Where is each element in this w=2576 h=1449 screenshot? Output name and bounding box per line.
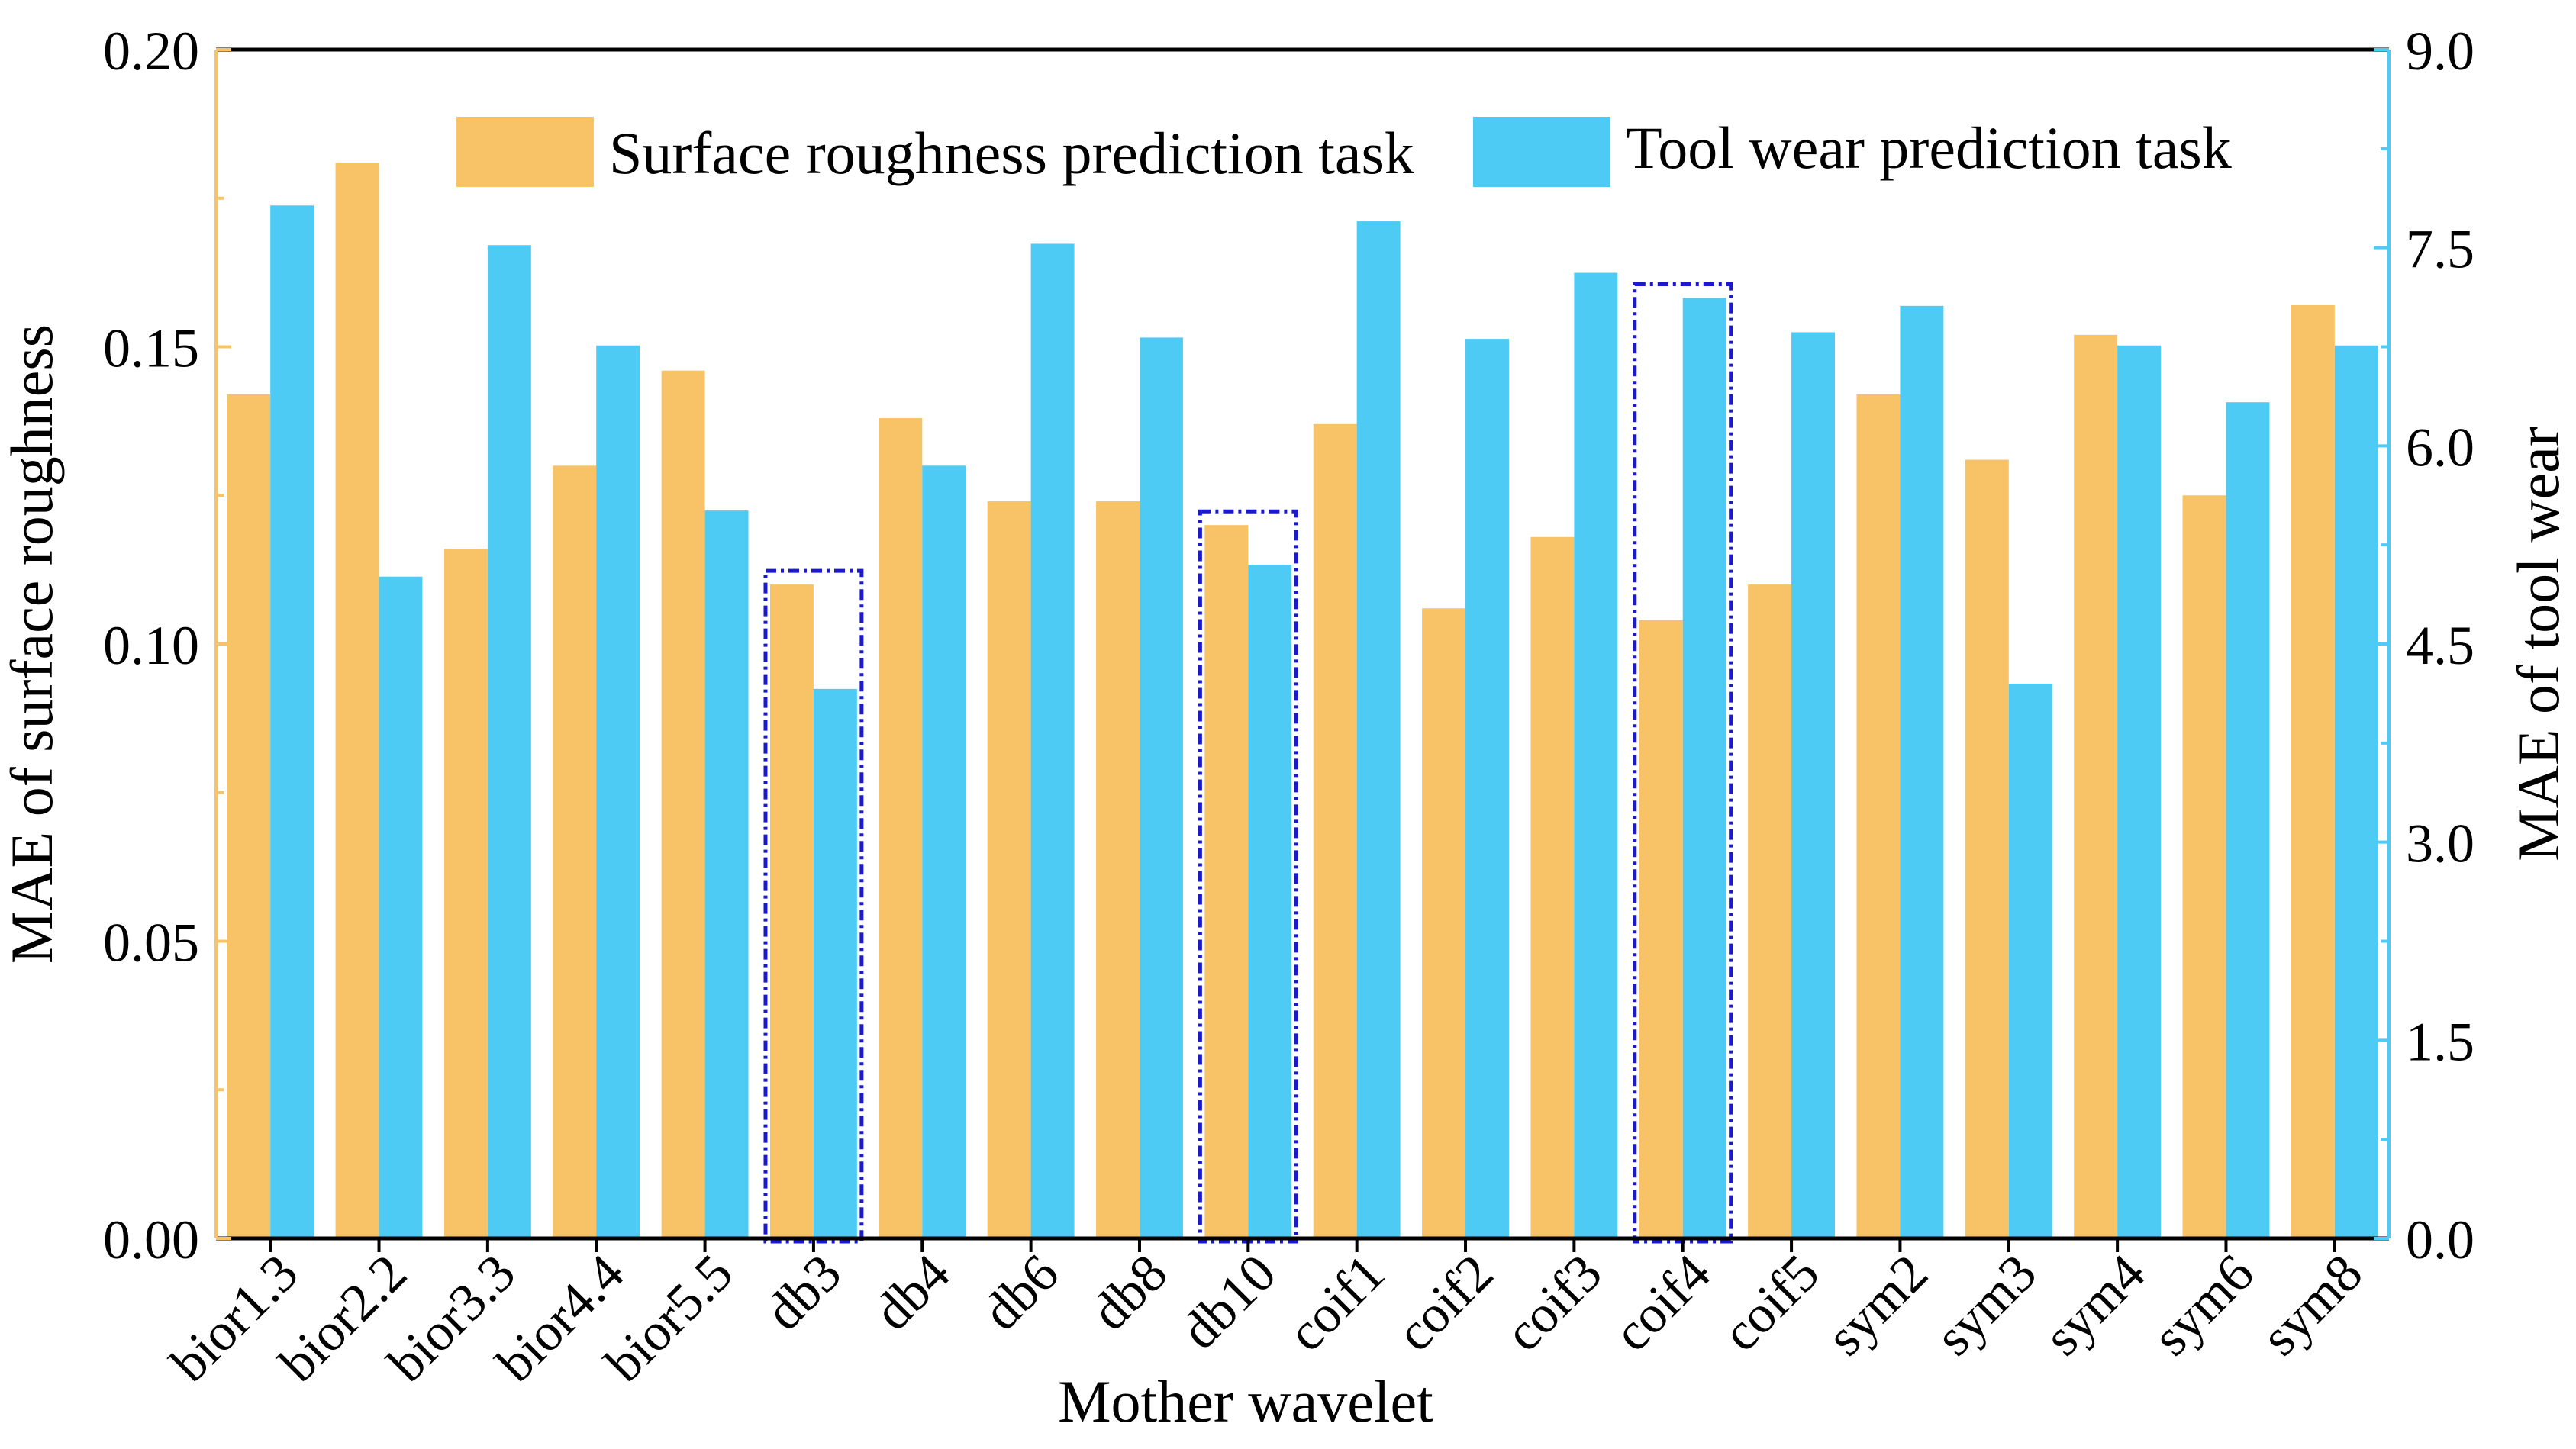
bar-tool-wear-bior3.3 bbox=[487, 245, 531, 1238]
bar-tool-wear-db10 bbox=[1248, 565, 1292, 1238]
right-tick-label: 6.0 bbox=[2406, 417, 2474, 478]
legend-label-surface-roughness: Surface roughness prediction task bbox=[609, 120, 1414, 186]
bar-surface-roughness-coif5 bbox=[1748, 584, 1792, 1238]
right-tick-label: 0.0 bbox=[2406, 1209, 2474, 1270]
bar-surface-roughness-db4 bbox=[879, 417, 923, 1238]
left-tick-label: 0.20 bbox=[103, 21, 199, 82]
x-tick-label-db6: db6 bbox=[972, 1244, 1070, 1342]
left-tick-label: 0.10 bbox=[103, 615, 199, 676]
bar-series bbox=[227, 163, 2378, 1239]
bar-surface-roughness-bior1.3 bbox=[227, 394, 271, 1238]
x-tick-label-coif2: coif2 bbox=[1385, 1244, 1504, 1363]
bar-tool-wear-coif2 bbox=[1465, 339, 1509, 1239]
right-tick-label: 9.0 bbox=[2406, 21, 2474, 82]
x-tick-label-db4: db4 bbox=[863, 1244, 962, 1342]
y-axis-left-title: MAE of surface roughness bbox=[0, 324, 65, 964]
bar-surface-roughness-coif3 bbox=[1530, 536, 1575, 1238]
bar-surface-roughness-db3 bbox=[769, 584, 814, 1238]
bar-surface-roughness-sym3 bbox=[1965, 459, 2009, 1238]
bar-surface-roughness-sym4 bbox=[2074, 334, 2118, 1238]
x-tick-label-sym4: sym4 bbox=[2033, 1244, 2157, 1367]
bar-surface-roughness-db8 bbox=[1096, 501, 1140, 1238]
x-tick-label-sym2: sym2 bbox=[1816, 1244, 1939, 1367]
bar-tool-wear-sym6 bbox=[2226, 402, 2270, 1238]
right-tick-label: 3.0 bbox=[2406, 813, 2474, 874]
bar-tool-wear-sym4 bbox=[2117, 345, 2162, 1238]
x-tick-label-db3: db3 bbox=[755, 1244, 853, 1342]
bar-surface-roughness-bior4.4 bbox=[553, 465, 597, 1238]
right-axis-ticks: 0.0 1.5 3.0 4.5 6.0 7.5 9.0 bbox=[2374, 21, 2474, 1270]
x-tick-label-sym3: sym3 bbox=[1924, 1244, 2048, 1367]
bar-surface-roughness-bior2.2 bbox=[335, 163, 379, 1238]
legend: Surface roughness prediction task Tool w… bbox=[456, 114, 2232, 187]
left-tick-label: 0.05 bbox=[103, 913, 199, 974]
bar-tool-wear-coif5 bbox=[1791, 332, 1836, 1238]
bar-tool-wear-db3 bbox=[813, 688, 857, 1238]
bar-tool-wear-db8 bbox=[1139, 337, 1183, 1239]
x-tick-label-sym6: sym6 bbox=[2142, 1244, 2265, 1367]
left-tick-label: 0.00 bbox=[103, 1209, 199, 1270]
bar-surface-roughness-db10 bbox=[1204, 525, 1249, 1238]
bar-tool-wear-bior1.3 bbox=[270, 205, 314, 1238]
bar-surface-roughness-sym8 bbox=[2291, 304, 2335, 1239]
x-tick-label-coif5: coif5 bbox=[1711, 1244, 1830, 1363]
legend-swatch-surface-roughness bbox=[456, 117, 594, 187]
bar-surface-roughness-sym2 bbox=[1856, 394, 1901, 1238]
bar-tool-wear-coif3 bbox=[1574, 272, 1618, 1239]
bar-tool-wear-bior5.5 bbox=[704, 510, 749, 1238]
bar-tool-wear-sym2 bbox=[1900, 305, 1944, 1238]
bar-tool-wear-bior4.4 bbox=[596, 345, 640, 1238]
x-tick-label-coif4: coif4 bbox=[1603, 1244, 1722, 1363]
y-axis-right-title: MAE of tool wear bbox=[2505, 427, 2571, 861]
x-tick-label-db10: db10 bbox=[1170, 1244, 1287, 1360]
bar-surface-roughness-bior3.3 bbox=[443, 549, 488, 1238]
legend-swatch-tool-wear bbox=[1473, 117, 1610, 187]
bar-surface-roughness-coif2 bbox=[1422, 608, 1466, 1238]
x-tick-label-sym8: sym8 bbox=[2250, 1244, 2374, 1367]
bar-surface-roughness-sym6 bbox=[2182, 495, 2226, 1238]
bar-tool-wear-db6 bbox=[1030, 243, 1075, 1238]
bar-tool-wear-coif4 bbox=[1682, 298, 1726, 1239]
legend-label-tool-wear: Tool wear prediction task bbox=[1626, 114, 2232, 181]
right-tick-label: 7.5 bbox=[2406, 219, 2474, 280]
x-tick-label-coif1: coif1 bbox=[1277, 1244, 1396, 1363]
bar-surface-roughness-bior5.5 bbox=[661, 370, 705, 1238]
left-tick-label: 0.15 bbox=[103, 318, 199, 379]
bar-tool-wear-bior2.2 bbox=[379, 576, 423, 1238]
highlight-box-db3 bbox=[763, 568, 864, 1244]
bar-tool-wear-db4 bbox=[922, 465, 966, 1238]
right-tick-label: 4.5 bbox=[2406, 615, 2474, 676]
left-axis-ticks: 0.00 0.05 0.10 0.15 0.20 bbox=[103, 21, 231, 1270]
bar-surface-roughness-coif4 bbox=[1639, 620, 1683, 1238]
bar-surface-roughness-db6 bbox=[987, 501, 1031, 1238]
x-tick-label-db8: db8 bbox=[1081, 1244, 1179, 1342]
x-axis-title: Mother wavelet bbox=[1058, 1368, 1433, 1435]
x-tick-label-coif3: coif3 bbox=[1494, 1244, 1614, 1363]
bar-tool-wear-sym8 bbox=[2334, 345, 2378, 1238]
right-tick-label: 1.5 bbox=[2406, 1011, 2474, 1072]
bar-tool-wear-coif1 bbox=[1356, 221, 1401, 1238]
bar-surface-roughness-coif1 bbox=[1313, 423, 1357, 1238]
bar-tool-wear-sym3 bbox=[2008, 683, 2052, 1238]
x-tick-label-bior5.5: bior5.5 bbox=[595, 1244, 744, 1393]
